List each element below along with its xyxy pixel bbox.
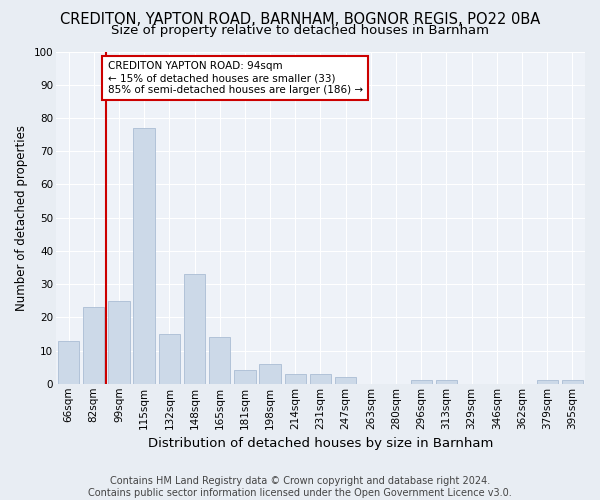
X-axis label: Distribution of detached houses by size in Barnham: Distribution of detached houses by size … xyxy=(148,437,493,450)
Bar xyxy=(562,380,583,384)
Bar xyxy=(184,274,205,384)
Bar xyxy=(209,337,230,384)
Bar xyxy=(234,370,256,384)
Bar xyxy=(259,364,281,384)
Y-axis label: Number of detached properties: Number of detached properties xyxy=(15,124,28,310)
Bar xyxy=(158,334,180,384)
Bar xyxy=(58,340,79,384)
Bar xyxy=(284,374,306,384)
Text: Size of property relative to detached houses in Barnham: Size of property relative to detached ho… xyxy=(111,24,489,37)
Text: CREDITON, YAPTON ROAD, BARNHAM, BOGNOR REGIS, PO22 0BA: CREDITON, YAPTON ROAD, BARNHAM, BOGNOR R… xyxy=(60,12,540,28)
Text: CREDITON YAPTON ROAD: 94sqm
← 15% of detached houses are smaller (33)
85% of sem: CREDITON YAPTON ROAD: 94sqm ← 15% of det… xyxy=(107,62,363,94)
Bar xyxy=(436,380,457,384)
Bar xyxy=(133,128,155,384)
Bar xyxy=(83,308,104,384)
Text: Contains HM Land Registry data © Crown copyright and database right 2024.
Contai: Contains HM Land Registry data © Crown c… xyxy=(88,476,512,498)
Bar xyxy=(410,380,432,384)
Bar xyxy=(310,374,331,384)
Bar xyxy=(536,380,558,384)
Bar xyxy=(108,300,130,384)
Bar xyxy=(335,377,356,384)
